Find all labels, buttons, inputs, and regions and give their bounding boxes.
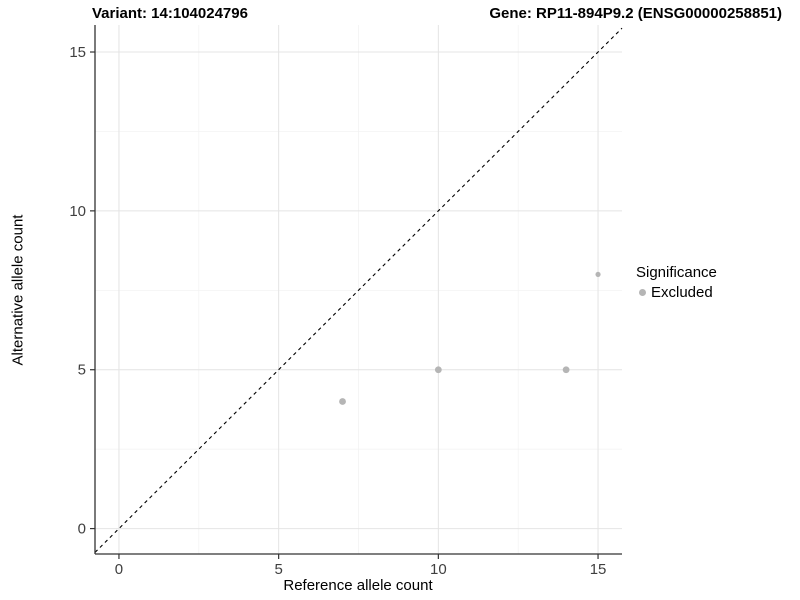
legend: Significance Excluded — [636, 264, 717, 301]
legend-item-label: Excluded — [651, 284, 713, 301]
x-tick-label: 0 — [115, 561, 123, 578]
legend-title: Significance — [636, 264, 717, 281]
excluded-point-icon — [639, 289, 646, 296]
y-tick-label: 10 — [69, 203, 86, 220]
legend-item-excluded: Excluded — [636, 284, 717, 301]
y-tick-label: 15 — [69, 44, 86, 61]
data-point — [434, 366, 442, 374]
y-axis-label: Alternative allele count — [9, 214, 27, 366]
gene-title: Gene: RP11-894P9.2 (ENSG00000258851) — [489, 5, 782, 22]
x-tick-label: 10 — [430, 561, 447, 578]
identity-dashed-line — [94, 27, 623, 553]
data-point — [595, 271, 601, 278]
x-axis-label: Reference allele count — [283, 577, 433, 594]
y-tick-label: 0 — [78, 521, 86, 538]
x-tick-label: 15 — [590, 561, 607, 578]
variant-title: Variant: 14:104024796 — [92, 5, 248, 22]
y-tick-label: 5 — [78, 362, 86, 379]
data-point — [339, 398, 346, 405]
data-point — [562, 366, 570, 374]
x-tick-label: 5 — [274, 561, 282, 578]
